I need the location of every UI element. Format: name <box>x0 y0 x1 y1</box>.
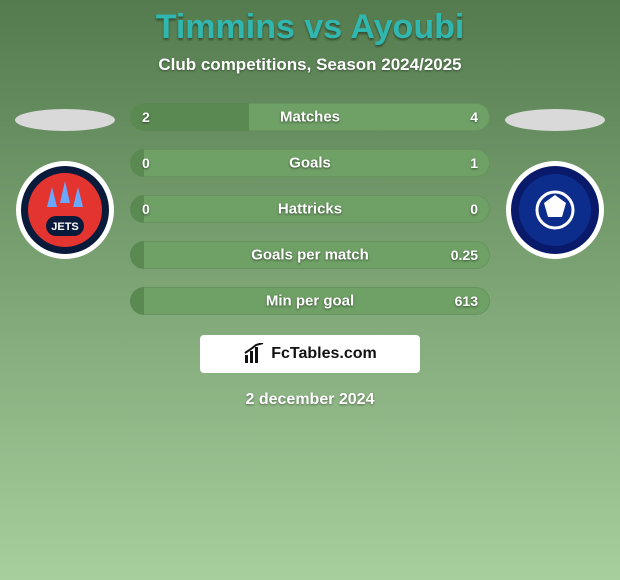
right-crest-svg <box>506 161 604 259</box>
stat-fill <box>130 287 144 315</box>
stat-right-value: 0.25 <box>451 247 478 263</box>
right-player-silhouette <box>505 109 605 131</box>
stat-label: Hattricks <box>278 201 342 218</box>
main-row: JETS 2 Matches 4 0 Goals 1 0 Hattricks 0 Goals pe… <box>0 103 620 315</box>
left-crest-text: JETS <box>51 221 79 233</box>
stat-label: Min per goal <box>266 293 354 310</box>
right-club-crest <box>506 161 604 259</box>
left-crest-svg: JETS <box>16 161 114 259</box>
brand-text: FcTables.com <box>271 345 377 363</box>
stat-right-value: 613 <box>455 293 478 309</box>
brand-box[interactable]: FcTables.com <box>200 335 420 373</box>
stat-row: Goals per match 0.25 <box>130 241 490 269</box>
stat-left-value: 2 <box>142 109 150 125</box>
page-title: Timmins vs Ayoubi <box>0 8 620 47</box>
stat-fill <box>130 241 144 269</box>
stats-column: 2 Matches 4 0 Goals 1 0 Hattricks 0 Goals per mat… <box>120 103 500 315</box>
title-vs: vs <box>304 8 342 46</box>
left-club-crest: JETS <box>16 161 114 259</box>
stat-row: 2 Matches 4 <box>130 103 490 131</box>
title-right: Ayoubi <box>350 8 464 46</box>
stat-row: Min per goal 613 <box>130 287 490 315</box>
title-left: Timmins <box>156 8 295 46</box>
right-club-column <box>500 103 610 259</box>
stat-label: Goals <box>289 155 331 172</box>
stat-left-value: 0 <box>142 155 150 171</box>
date: 2 december 2024 <box>0 391 620 409</box>
stat-row: 0 Goals 1 <box>130 149 490 177</box>
stat-row: 0 Hattricks 0 <box>130 195 490 223</box>
left-club-column: JETS <box>10 103 120 259</box>
stat-label: Matches <box>280 109 340 126</box>
stat-label: Goals per match <box>251 247 369 264</box>
subtitle: Club competitions, Season 2024/2025 <box>0 55 620 75</box>
comparison-card: Timmins vs Ayoubi Club competitions, Sea… <box>0 0 620 580</box>
stat-right-value: 0 <box>470 201 478 217</box>
stat-right-value: 1 <box>470 155 478 171</box>
left-player-silhouette <box>15 109 115 131</box>
stat-right-value: 4 <box>470 109 478 125</box>
brand-chart-icon <box>243 343 265 365</box>
stat-left-value: 0 <box>142 201 150 217</box>
